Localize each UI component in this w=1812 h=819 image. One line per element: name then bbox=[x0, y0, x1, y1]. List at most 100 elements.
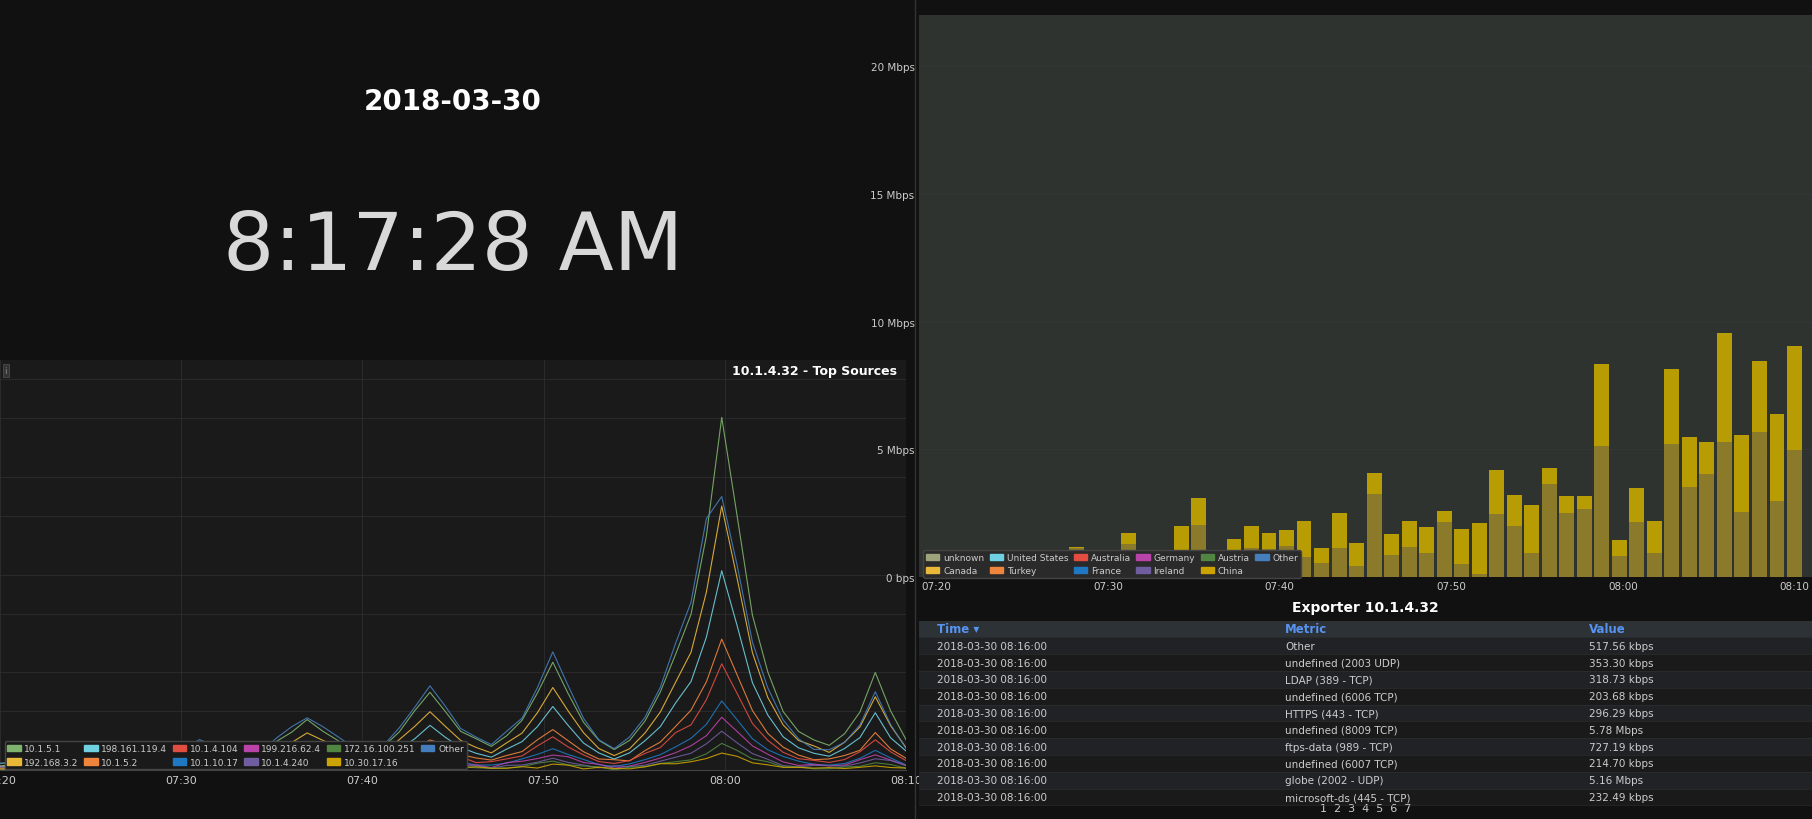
Bar bbox=[1156, 551, 1171, 568]
Bar bbox=[1192, 526, 1207, 577]
Bar bbox=[1279, 530, 1294, 546]
Bar bbox=[1647, 553, 1662, 577]
Bar bbox=[1647, 522, 1662, 553]
Bar bbox=[1682, 437, 1696, 487]
Bar bbox=[1051, 570, 1065, 577]
Text: undefined (6006 TCP): undefined (6006 TCP) bbox=[1285, 691, 1397, 701]
Text: ftps-data (989 - TCP): ftps-data (989 - TCP) bbox=[1285, 742, 1393, 752]
Bar bbox=[1384, 555, 1399, 577]
Text: microsoft-ds (445 - TCP): microsoft-ds (445 - TCP) bbox=[1285, 792, 1410, 802]
Bar bbox=[1576, 496, 1591, 509]
Bar bbox=[1261, 533, 1276, 549]
Bar bbox=[1350, 567, 1364, 577]
Bar bbox=[982, 568, 997, 577]
Bar bbox=[1366, 473, 1381, 494]
Text: 10.1.4.32 - Top Sources: 10.1.4.32 - Top Sources bbox=[732, 364, 897, 378]
Text: 2018-03-30 08:16:00: 2018-03-30 08:16:00 bbox=[937, 776, 1047, 785]
Bar bbox=[919, 755, 1812, 771]
Bar bbox=[919, 789, 1812, 806]
Bar bbox=[1508, 527, 1522, 577]
Text: 203.68 kbps: 203.68 kbps bbox=[1589, 691, 1653, 701]
Text: 2018-03-30: 2018-03-30 bbox=[364, 88, 542, 116]
Text: Value: Value bbox=[1589, 622, 1625, 636]
Text: 2018-03-30 08:16:00: 2018-03-30 08:16:00 bbox=[937, 708, 1047, 718]
Bar bbox=[1419, 554, 1433, 577]
Bar bbox=[1402, 548, 1417, 577]
Text: Metric: Metric bbox=[1285, 622, 1326, 636]
Bar bbox=[1542, 468, 1557, 485]
Bar bbox=[1437, 523, 1451, 577]
Bar bbox=[919, 739, 1812, 755]
Bar bbox=[1035, 563, 1049, 577]
Bar bbox=[1350, 543, 1364, 567]
Legend: unknown, Canada, United States, Turkey, Australia, France, Germany, Ireland, Aus: unknown, Canada, United States, Turkey, … bbox=[922, 550, 1301, 578]
Text: 5.16 Mbps: 5.16 Mbps bbox=[1589, 776, 1643, 785]
Text: Exporter 10.1.4.32: Exporter 10.1.4.32 bbox=[1292, 600, 1439, 614]
Bar bbox=[1017, 576, 1031, 577]
Bar bbox=[1227, 540, 1241, 552]
Text: 1  2  3  4  5  6  7: 1 2 3 4 5 6 7 bbox=[1319, 803, 1412, 813]
Text: undefined (6007 TCP): undefined (6007 TCP) bbox=[1285, 758, 1397, 768]
Bar bbox=[919, 654, 1812, 672]
Bar bbox=[946, 571, 960, 577]
Bar bbox=[1279, 546, 1294, 577]
Text: 2018-03-30 08:16:00: 2018-03-30 08:16:00 bbox=[937, 641, 1047, 651]
Text: 2018-03-30 08:16:00: 2018-03-30 08:16:00 bbox=[937, 691, 1047, 701]
Bar bbox=[998, 559, 1013, 566]
Bar bbox=[1471, 524, 1486, 574]
Text: i: i bbox=[4, 366, 7, 375]
Bar bbox=[1489, 471, 1504, 514]
Bar bbox=[1245, 527, 1259, 549]
Bar bbox=[1209, 571, 1223, 577]
Bar bbox=[946, 568, 960, 571]
Text: 2018-03-30 08:16:00: 2018-03-30 08:16:00 bbox=[937, 658, 1047, 667]
Bar bbox=[964, 571, 978, 573]
Bar bbox=[1069, 547, 1084, 548]
Bar bbox=[919, 672, 1812, 688]
Bar bbox=[1332, 514, 1346, 549]
Bar bbox=[1524, 553, 1538, 577]
Text: HTTPS (443 - TCP): HTTPS (443 - TCP) bbox=[1285, 708, 1379, 718]
Text: Other: Other bbox=[1285, 641, 1316, 651]
Bar bbox=[1752, 361, 1767, 433]
Bar bbox=[1384, 535, 1399, 555]
Text: 2018-03-30 08:16:00: 2018-03-30 08:16:00 bbox=[937, 725, 1047, 735]
Text: undefined (8009 TCP): undefined (8009 TCP) bbox=[1285, 725, 1397, 735]
Bar bbox=[1192, 498, 1207, 526]
Bar bbox=[1035, 553, 1049, 563]
Bar bbox=[1629, 523, 1643, 577]
Bar bbox=[1718, 442, 1732, 577]
Text: LDAP (389 - TCP): LDAP (389 - TCP) bbox=[1285, 675, 1372, 685]
Bar bbox=[930, 574, 944, 577]
Bar bbox=[1419, 527, 1433, 554]
Bar bbox=[1017, 567, 1031, 576]
Bar bbox=[1069, 548, 1084, 577]
Bar bbox=[1787, 450, 1801, 577]
Bar bbox=[1314, 563, 1328, 577]
Bar bbox=[1524, 505, 1538, 553]
Bar bbox=[1752, 433, 1767, 577]
Bar bbox=[1174, 527, 1189, 563]
Bar bbox=[1560, 514, 1575, 577]
Bar bbox=[919, 637, 1812, 654]
Bar bbox=[1087, 568, 1102, 577]
Text: 296.29 kbps: 296.29 kbps bbox=[1589, 708, 1653, 718]
Bar bbox=[1613, 541, 1627, 556]
Bar bbox=[1455, 529, 1470, 564]
Text: 517.56 kbps: 517.56 kbps bbox=[1589, 641, 1653, 651]
Bar bbox=[1770, 414, 1785, 501]
Bar bbox=[1787, 346, 1801, 450]
Bar bbox=[1140, 562, 1154, 569]
Text: undefined (2003 UDP): undefined (2003 UDP) bbox=[1285, 658, 1401, 667]
Bar bbox=[919, 704, 1812, 722]
Text: Time ▾: Time ▾ bbox=[937, 622, 978, 636]
Bar bbox=[919, 771, 1812, 789]
Legend: 10.1.5.1, 192.168.3.2, 198.161.119.4, 10.1.5.2, 10.1.4.104, 10.1.10.17, 199.216.: 10.1.5.1, 192.168.3.2, 198.161.119.4, 10… bbox=[4, 741, 466, 769]
Bar bbox=[1629, 488, 1643, 523]
Bar bbox=[1665, 369, 1680, 445]
Bar bbox=[1718, 333, 1732, 442]
Bar bbox=[1261, 549, 1276, 577]
Bar bbox=[1455, 564, 1470, 577]
Bar bbox=[1332, 549, 1346, 577]
Bar bbox=[1245, 549, 1259, 577]
